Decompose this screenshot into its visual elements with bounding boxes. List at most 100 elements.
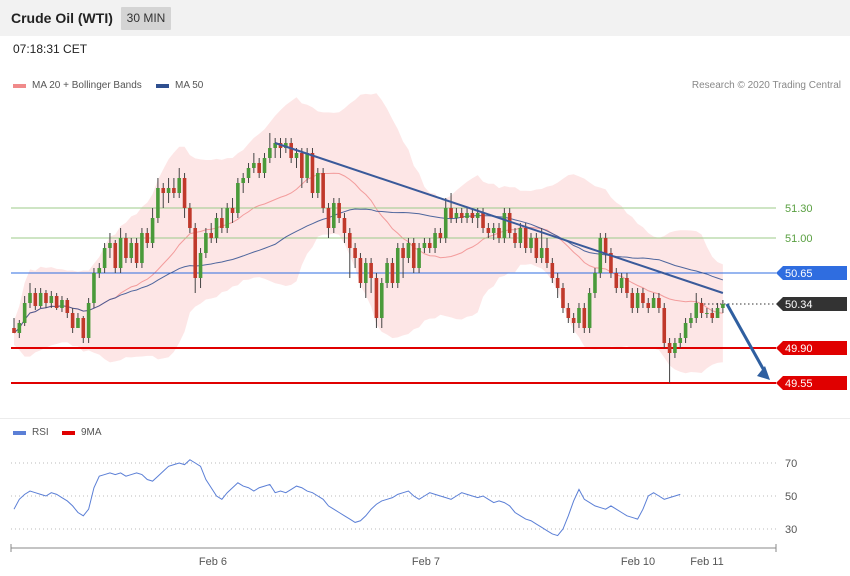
candle-body	[363, 263, 368, 283]
candle-body	[385, 263, 389, 283]
candle-body	[145, 233, 150, 243]
candle-body	[587, 293, 592, 328]
candle-body	[667, 343, 672, 353]
price-tag-49-90: 49.90	[776, 341, 847, 355]
candle-body	[161, 188, 166, 193]
candle-body	[113, 243, 118, 268]
rsi-line	[13, 459, 681, 537]
candle-body	[17, 323, 22, 333]
candle-body	[465, 213, 469, 218]
research-credit: Research © 2020 Trading Central	[691, 80, 841, 91]
candle-body	[401, 248, 405, 258]
candle-body	[603, 238, 608, 253]
legend-label-ma20: MA 20 + Bollinger Bands	[32, 80, 142, 91]
candle-body	[289, 143, 293, 158]
candle-body	[198, 253, 203, 278]
price-tag-49-55-text: 49.55	[785, 378, 813, 390]
candle-body	[715, 308, 720, 318]
candle-body	[124, 238, 128, 258]
price-label-51-30: 51.30	[785, 203, 813, 215]
candle-body	[342, 218, 347, 233]
candle-body	[257, 163, 261, 173]
candle-body	[102, 248, 107, 268]
candle-body	[204, 233, 208, 253]
price-tag-49-55-box	[776, 376, 847, 390]
candle-body	[646, 303, 651, 308]
bollinger-band-area	[14, 93, 723, 374]
candle-body	[268, 148, 272, 158]
x-tick-label: Feb 7	[412, 556, 440, 568]
candle-body	[625, 278, 629, 293]
price-tag-50-34-box	[776, 297, 847, 311]
candle-body	[182, 178, 187, 208]
candles-group	[12, 133, 725, 383]
candle-body	[513, 233, 517, 243]
legend-label-ma50: MA 50	[175, 80, 204, 91]
candle-body	[294, 153, 299, 158]
candle-body	[374, 278, 379, 318]
candle-body	[635, 293, 640, 308]
candle-body	[305, 153, 309, 178]
candle-body	[523, 228, 528, 248]
candle-body	[529, 238, 533, 248]
candle-body	[641, 293, 645, 303]
candle-body	[699, 303, 704, 313]
rsi-tick-50: 50	[785, 491, 797, 503]
candle-body	[454, 213, 459, 218]
x-tick-label: Feb 10	[621, 556, 655, 568]
candle-body	[379, 283, 384, 318]
candle-body	[225, 208, 229, 228]
legend-swatch-ma50	[156, 83, 169, 88]
candle-body	[246, 168, 251, 178]
candle-body	[214, 218, 219, 238]
legend-label-rsi: RSI	[32, 427, 49, 438]
candle-body	[86, 303, 91, 338]
candle-body	[651, 298, 656, 308]
candle-body	[97, 268, 102, 273]
timeframe-badge[interactable]: 30 MIN	[121, 7, 171, 30]
candle-body	[678, 338, 683, 343]
candle-body	[38, 293, 43, 306]
candle-body	[555, 278, 560, 288]
candle-body	[475, 213, 480, 218]
header-bar: Crude Oil (WTI) 30 MIN	[0, 0, 850, 36]
price-tag-49-90-box	[776, 341, 847, 355]
candle-body	[321, 173, 325, 208]
candle-body	[662, 308, 667, 343]
x-tick-label: Feb 6	[199, 556, 227, 568]
candle-body	[140, 233, 144, 263]
candle-body	[486, 228, 491, 233]
candle-body	[353, 248, 357, 258]
legend-label-9ma: 9MA	[81, 427, 102, 438]
candle-body	[449, 208, 453, 218]
candle-body	[326, 208, 331, 228]
price-tag-49-55: 49.55	[776, 376, 847, 390]
candle-body	[507, 213, 512, 233]
candle-body	[630, 293, 635, 308]
candle-body	[561, 288, 565, 308]
legend-swatch-rsi	[13, 430, 26, 435]
candle-body	[28, 293, 32, 303]
candle-body	[177, 178, 182, 193]
candle-body	[70, 313, 75, 328]
candle-body	[236, 183, 240, 213]
candle-body	[673, 343, 677, 353]
candle-body	[188, 208, 192, 228]
candle-body	[369, 263, 373, 278]
candle-body	[12, 328, 16, 333]
candle-body	[33, 293, 38, 306]
candle-body	[438, 233, 443, 238]
candle-body	[411, 243, 416, 268]
candle-body	[156, 188, 160, 218]
candle-body	[609, 253, 613, 273]
price-tag-49-90-text: 49.90	[785, 343, 813, 355]
candle-body	[545, 248, 549, 263]
candle-body	[54, 296, 59, 308]
ma20-line	[13, 172, 723, 334]
candle-body	[252, 163, 256, 168]
candle-body	[108, 243, 112, 248]
candle-body	[118, 238, 123, 268]
candle-body	[534, 238, 539, 258]
legend-9ma: 9MA	[62, 427, 102, 438]
